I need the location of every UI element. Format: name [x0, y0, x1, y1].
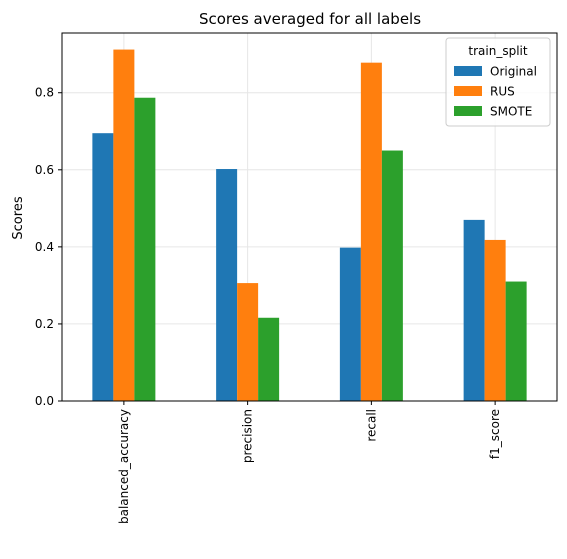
bar-smote-f1-score [505, 281, 527, 401]
bar-original-recall [339, 247, 361, 401]
bar-rus-f1-score [484, 239, 506, 401]
legend-swatch-original [454, 66, 482, 76]
legend: train_split Original RUS SMOTE [445, 37, 551, 127]
bar-original-f1-score [463, 219, 485, 401]
legend-label-rus: RUS [490, 85, 515, 99]
bar-rus-balanced-accuracy [113, 49, 135, 401]
x-tick-label: f1_score [488, 409, 502, 459]
y-tick-label: 0.6 [35, 163, 54, 177]
y-tick-label: 0.2 [35, 317, 54, 331]
bar-smote-balanced-accuracy [134, 97, 156, 401]
legend-box [445, 37, 551, 127]
bar-original-precision [216, 169, 238, 401]
bar-rus-recall [360, 62, 382, 401]
legend-title: train_split [468, 44, 527, 58]
bar-smote-recall [381, 150, 403, 401]
bar-smote-precision [258, 317, 280, 401]
legend-swatch-smote [454, 106, 482, 116]
x-tick-label: balanced_accuracy [117, 409, 131, 524]
legend-label-smote: SMOTE [490, 105, 532, 119]
bar-original-balanced-accuracy [92, 133, 114, 401]
axes: 0.0 0.2 0.4 0.6 0.8 balanced_accuracy precisio… [35, 32, 558, 524]
x-tick-label: recall [364, 409, 378, 442]
y-tick-label: 0.8 [35, 86, 54, 100]
chart-title: Scores averaged for all labels [199, 10, 421, 28]
bars [92, 49, 527, 401]
bar-rus-precision [237, 283, 259, 401]
y-axis-label: Scores [11, 196, 26, 239]
plot-frame [61, 32, 558, 402]
y-tick-label: 0.4 [35, 240, 54, 254]
x-tick-label: precision [241, 409, 255, 463]
y-tick-label: 0.0 [35, 394, 54, 408]
legend-label-original: Original [490, 65, 537, 79]
legend-swatch-rus [454, 86, 482, 96]
